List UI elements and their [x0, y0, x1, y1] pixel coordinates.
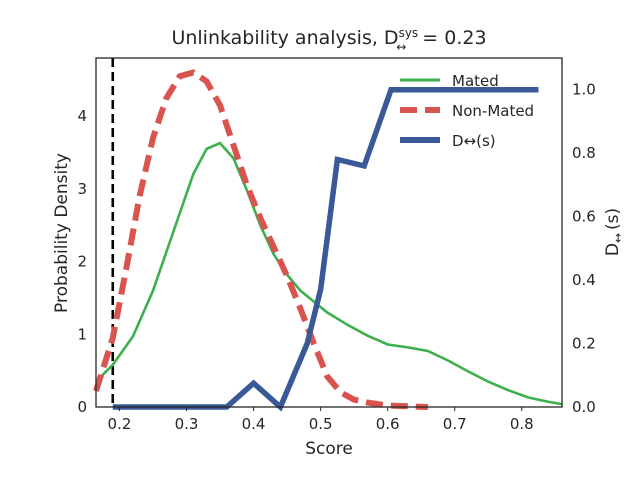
right-y-tick-label: 0.4 [572, 271, 596, 289]
x-tick-label: 0.7 [443, 415, 467, 433]
legend-dsys-label: D↔(s) [452, 132, 496, 150]
left-y-tick-label: 2 [77, 253, 87, 271]
legend-non-mated-label: Non-Mated [452, 102, 534, 120]
right-y-axis-ticks: 0.0 0.2 0.4 0.6 0.8 1.0 [572, 81, 596, 416]
chart-title-subscript: ↔ [396, 40, 406, 54]
legend-mated-label: Mated [452, 72, 499, 90]
left-y-tick-label: 0 [77, 398, 87, 416]
right-y-tick-label: 0.8 [572, 144, 596, 162]
left-y-axis-ticks: 0 1 2 3 4 [77, 107, 87, 416]
x-tick-label: 0.4 [242, 415, 266, 433]
right-y-tick-label: 0.2 [572, 335, 596, 353]
right-y-tick-label: 1.0 [572, 81, 596, 99]
left-y-axis-label: Probability Density [52, 153, 72, 313]
x-tick-label: 0.5 [309, 415, 333, 433]
x-tick-label: 0.8 [510, 415, 534, 433]
right-y-tick-label: 0.6 [572, 208, 596, 226]
right-y-axis-label: D↔ (s) [603, 208, 625, 256]
legend: Mated Non-Mated D↔(s) [400, 72, 534, 150]
x-axis-ticks: 0.2 0.3 0.4 0.5 0.6 0.7 0.8 [108, 407, 534, 433]
chart-title-superscript: sys [399, 26, 419, 40]
x-tick-label: 0.2 [108, 415, 132, 433]
chart-title-suffix: = 0.23 [416, 27, 486, 49]
non-mated-line [93, 69, 429, 410]
left-y-tick-label: 4 [77, 107, 87, 125]
chart-title: Unlinkability analysis, Dsys ↔ = 0.23 [171, 26, 486, 54]
left-y-tick-label: 3 [77, 180, 87, 198]
chart-title-prefix: Unlinkability analysis, D [171, 27, 398, 49]
right-y-tick-label: 0.0 [572, 398, 596, 416]
x-tick-label: 0.3 [175, 415, 199, 433]
plot-frame [95, 57, 563, 408]
left-y-tick-label: 1 [77, 325, 87, 343]
series-layer [93, 58, 563, 412]
x-axis-label: Score [305, 439, 353, 459]
mated-line [95, 141, 563, 406]
right-y-axis-label-suffix: (s) [603, 208, 623, 230]
dsys-line [112, 86, 539, 412]
right-y-axis-label-subscript: ↔ [611, 233, 625, 243]
x-tick-label: 0.6 [376, 415, 400, 433]
right-y-axis-label-base: D [603, 243, 623, 256]
